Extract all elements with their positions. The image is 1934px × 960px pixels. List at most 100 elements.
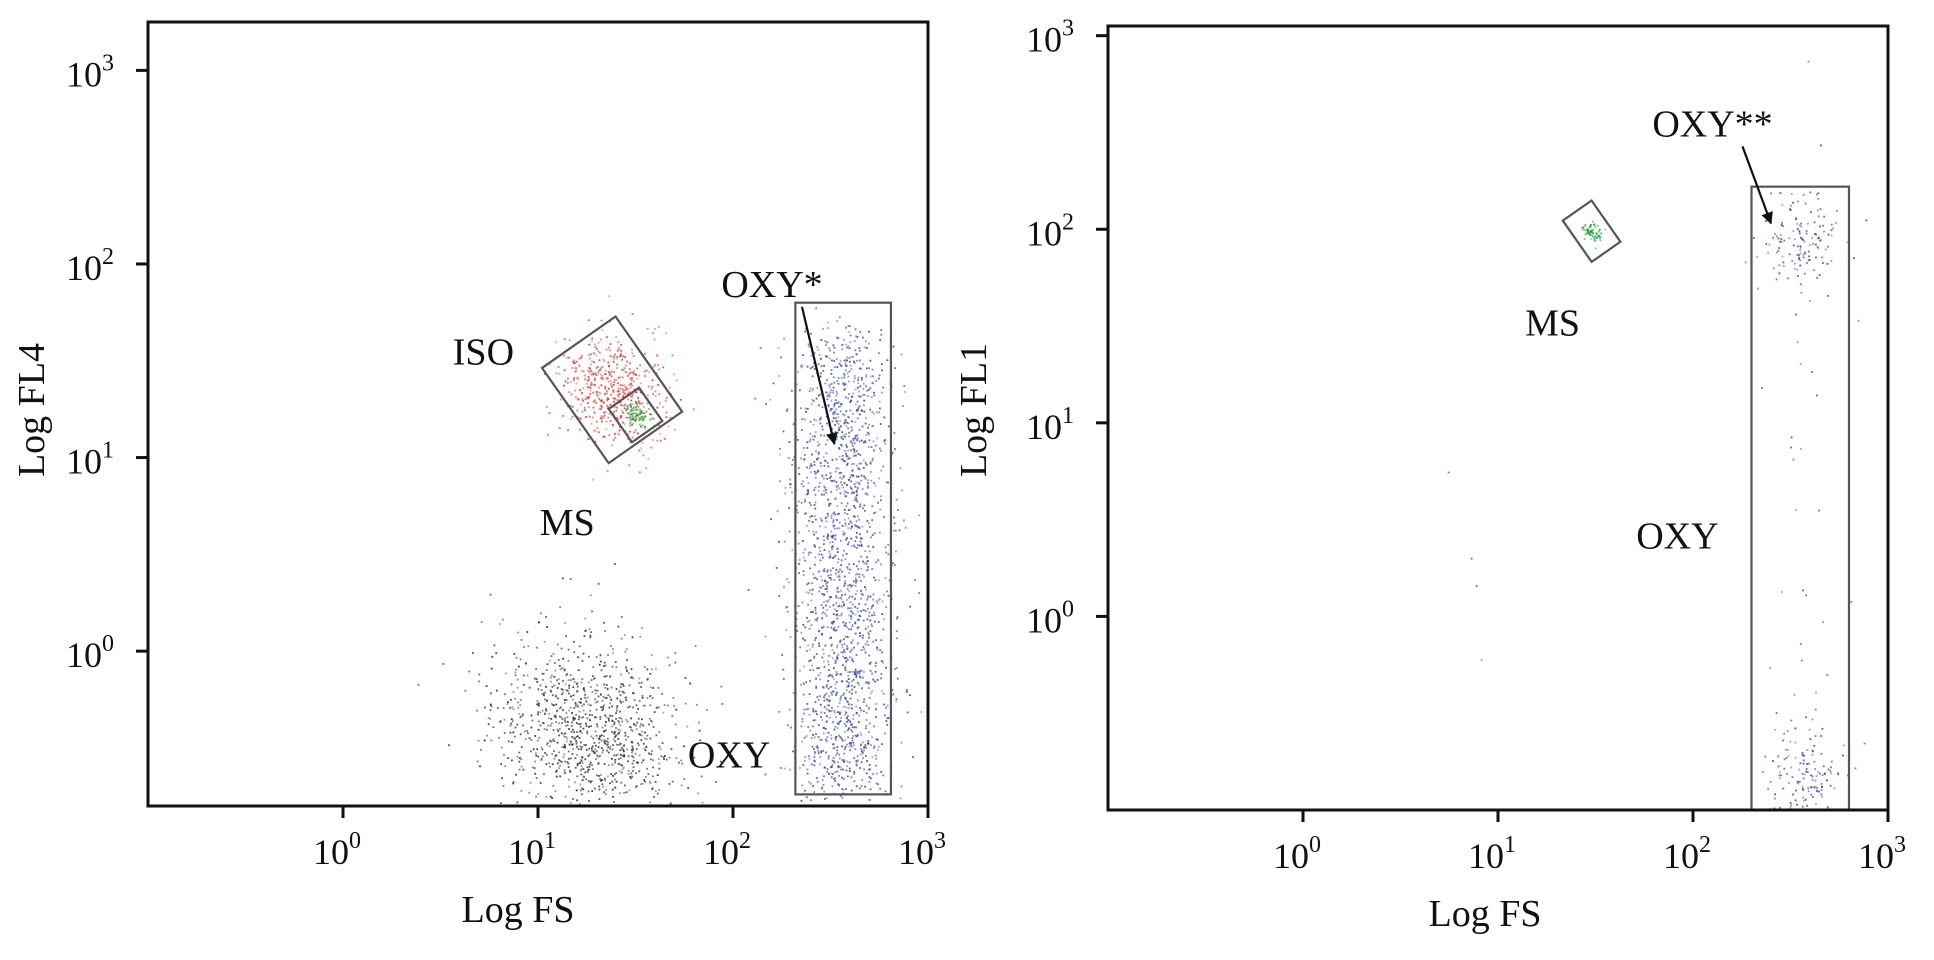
event-dot bbox=[606, 687, 609, 690]
event-dot bbox=[613, 384, 615, 386]
event-dot bbox=[849, 743, 851, 745]
event-dot bbox=[840, 651, 843, 654]
event-dot bbox=[647, 773, 650, 775]
event-dot bbox=[615, 336, 618, 338]
event-dot bbox=[856, 590, 859, 593]
event-dot bbox=[877, 621, 880, 623]
event-dot bbox=[599, 654, 602, 656]
event-dot bbox=[867, 731, 870, 734]
event-dot bbox=[834, 662, 837, 664]
event-dot bbox=[598, 785, 601, 788]
event-dot bbox=[851, 680, 853, 683]
event-dot bbox=[859, 331, 862, 333]
event-dot bbox=[611, 444, 613, 447]
event-dot bbox=[807, 553, 810, 556]
event-dot bbox=[876, 646, 878, 649]
event-dot bbox=[562, 689, 564, 691]
event-dot bbox=[600, 747, 603, 749]
event-dot bbox=[843, 482, 846, 484]
event-dot bbox=[1780, 241, 1783, 243]
event-dot bbox=[845, 788, 847, 790]
event-dot bbox=[846, 626, 848, 629]
event-dot bbox=[607, 377, 609, 380]
event-dot bbox=[859, 787, 861, 790]
event-dot bbox=[836, 380, 839, 382]
event-dot bbox=[848, 770, 851, 772]
event-dot bbox=[893, 522, 896, 525]
event-dot bbox=[820, 553, 823, 556]
event-dot bbox=[835, 485, 838, 488]
event-dot bbox=[1777, 765, 1779, 768]
event-dot bbox=[610, 686, 613, 689]
event-dot bbox=[812, 785, 814, 787]
event-dot bbox=[844, 419, 847, 421]
event-dot bbox=[822, 569, 825, 572]
event-dot bbox=[875, 380, 878, 382]
event-dot bbox=[881, 690, 884, 693]
event-dot bbox=[846, 636, 849, 638]
event-dot bbox=[842, 768, 844, 771]
event-dot bbox=[839, 364, 842, 367]
event-dot bbox=[835, 417, 837, 420]
event-dot bbox=[595, 367, 598, 369]
event-dot bbox=[659, 439, 662, 442]
event-dot bbox=[808, 619, 811, 622]
event-dot bbox=[841, 664, 844, 666]
event-dot bbox=[895, 630, 898, 633]
event-dot bbox=[872, 440, 875, 443]
event-dot bbox=[640, 425, 642, 428]
event-dot bbox=[1797, 782, 1800, 785]
event-dot bbox=[1863, 742, 1866, 745]
event-dot bbox=[855, 672, 857, 675]
event-dot bbox=[535, 678, 538, 680]
event-dot bbox=[843, 584, 846, 586]
event-dot bbox=[859, 767, 861, 769]
event-dot bbox=[849, 401, 852, 403]
event-dot bbox=[625, 791, 628, 794]
event-dot bbox=[809, 433, 812, 435]
event-dot bbox=[830, 636, 832, 639]
event-dot bbox=[641, 441, 644, 444]
event-dot bbox=[1811, 237, 1814, 239]
event-dot bbox=[818, 353, 821, 356]
event-dot bbox=[855, 450, 858, 452]
event-dot bbox=[584, 374, 586, 377]
event-dot bbox=[629, 386, 632, 389]
event-dot bbox=[868, 367, 871, 370]
event-dot bbox=[619, 355, 621, 358]
event-dot bbox=[1820, 144, 1822, 147]
event-dot bbox=[812, 573, 815, 576]
event-dot bbox=[856, 417, 859, 420]
event-dot bbox=[584, 693, 587, 696]
event-dot bbox=[1604, 228, 1607, 231]
event-dot bbox=[1781, 204, 1784, 206]
event-dot bbox=[852, 439, 855, 442]
event-dot bbox=[867, 644, 870, 646]
event-dot bbox=[635, 415, 637, 418]
event-dot bbox=[804, 407, 807, 410]
event-dot bbox=[829, 606, 831, 608]
event-dot bbox=[831, 759, 834, 762]
event-dot bbox=[1820, 752, 1823, 755]
event-dot bbox=[816, 619, 819, 622]
event-dot bbox=[600, 377, 602, 380]
event-dot bbox=[823, 712, 826, 714]
event-dot bbox=[573, 361, 575, 364]
event-dot bbox=[495, 689, 498, 692]
event-dot bbox=[853, 744, 855, 747]
event-dot bbox=[839, 757, 841, 760]
event-dot bbox=[849, 520, 852, 523]
event-dot bbox=[849, 364, 852, 367]
event-dot bbox=[830, 530, 833, 533]
event-dot bbox=[827, 675, 830, 678]
event-dot bbox=[578, 701, 581, 703]
event-dot bbox=[1824, 248, 1827, 251]
event-dot bbox=[747, 589, 750, 591]
event-dot bbox=[615, 734, 617, 737]
event-dot bbox=[868, 526, 871, 528]
event-dot bbox=[838, 574, 841, 577]
event-dot bbox=[847, 684, 850, 686]
event-dot bbox=[844, 713, 846, 716]
event-dot bbox=[573, 781, 576, 784]
event-dot bbox=[519, 733, 522, 736]
